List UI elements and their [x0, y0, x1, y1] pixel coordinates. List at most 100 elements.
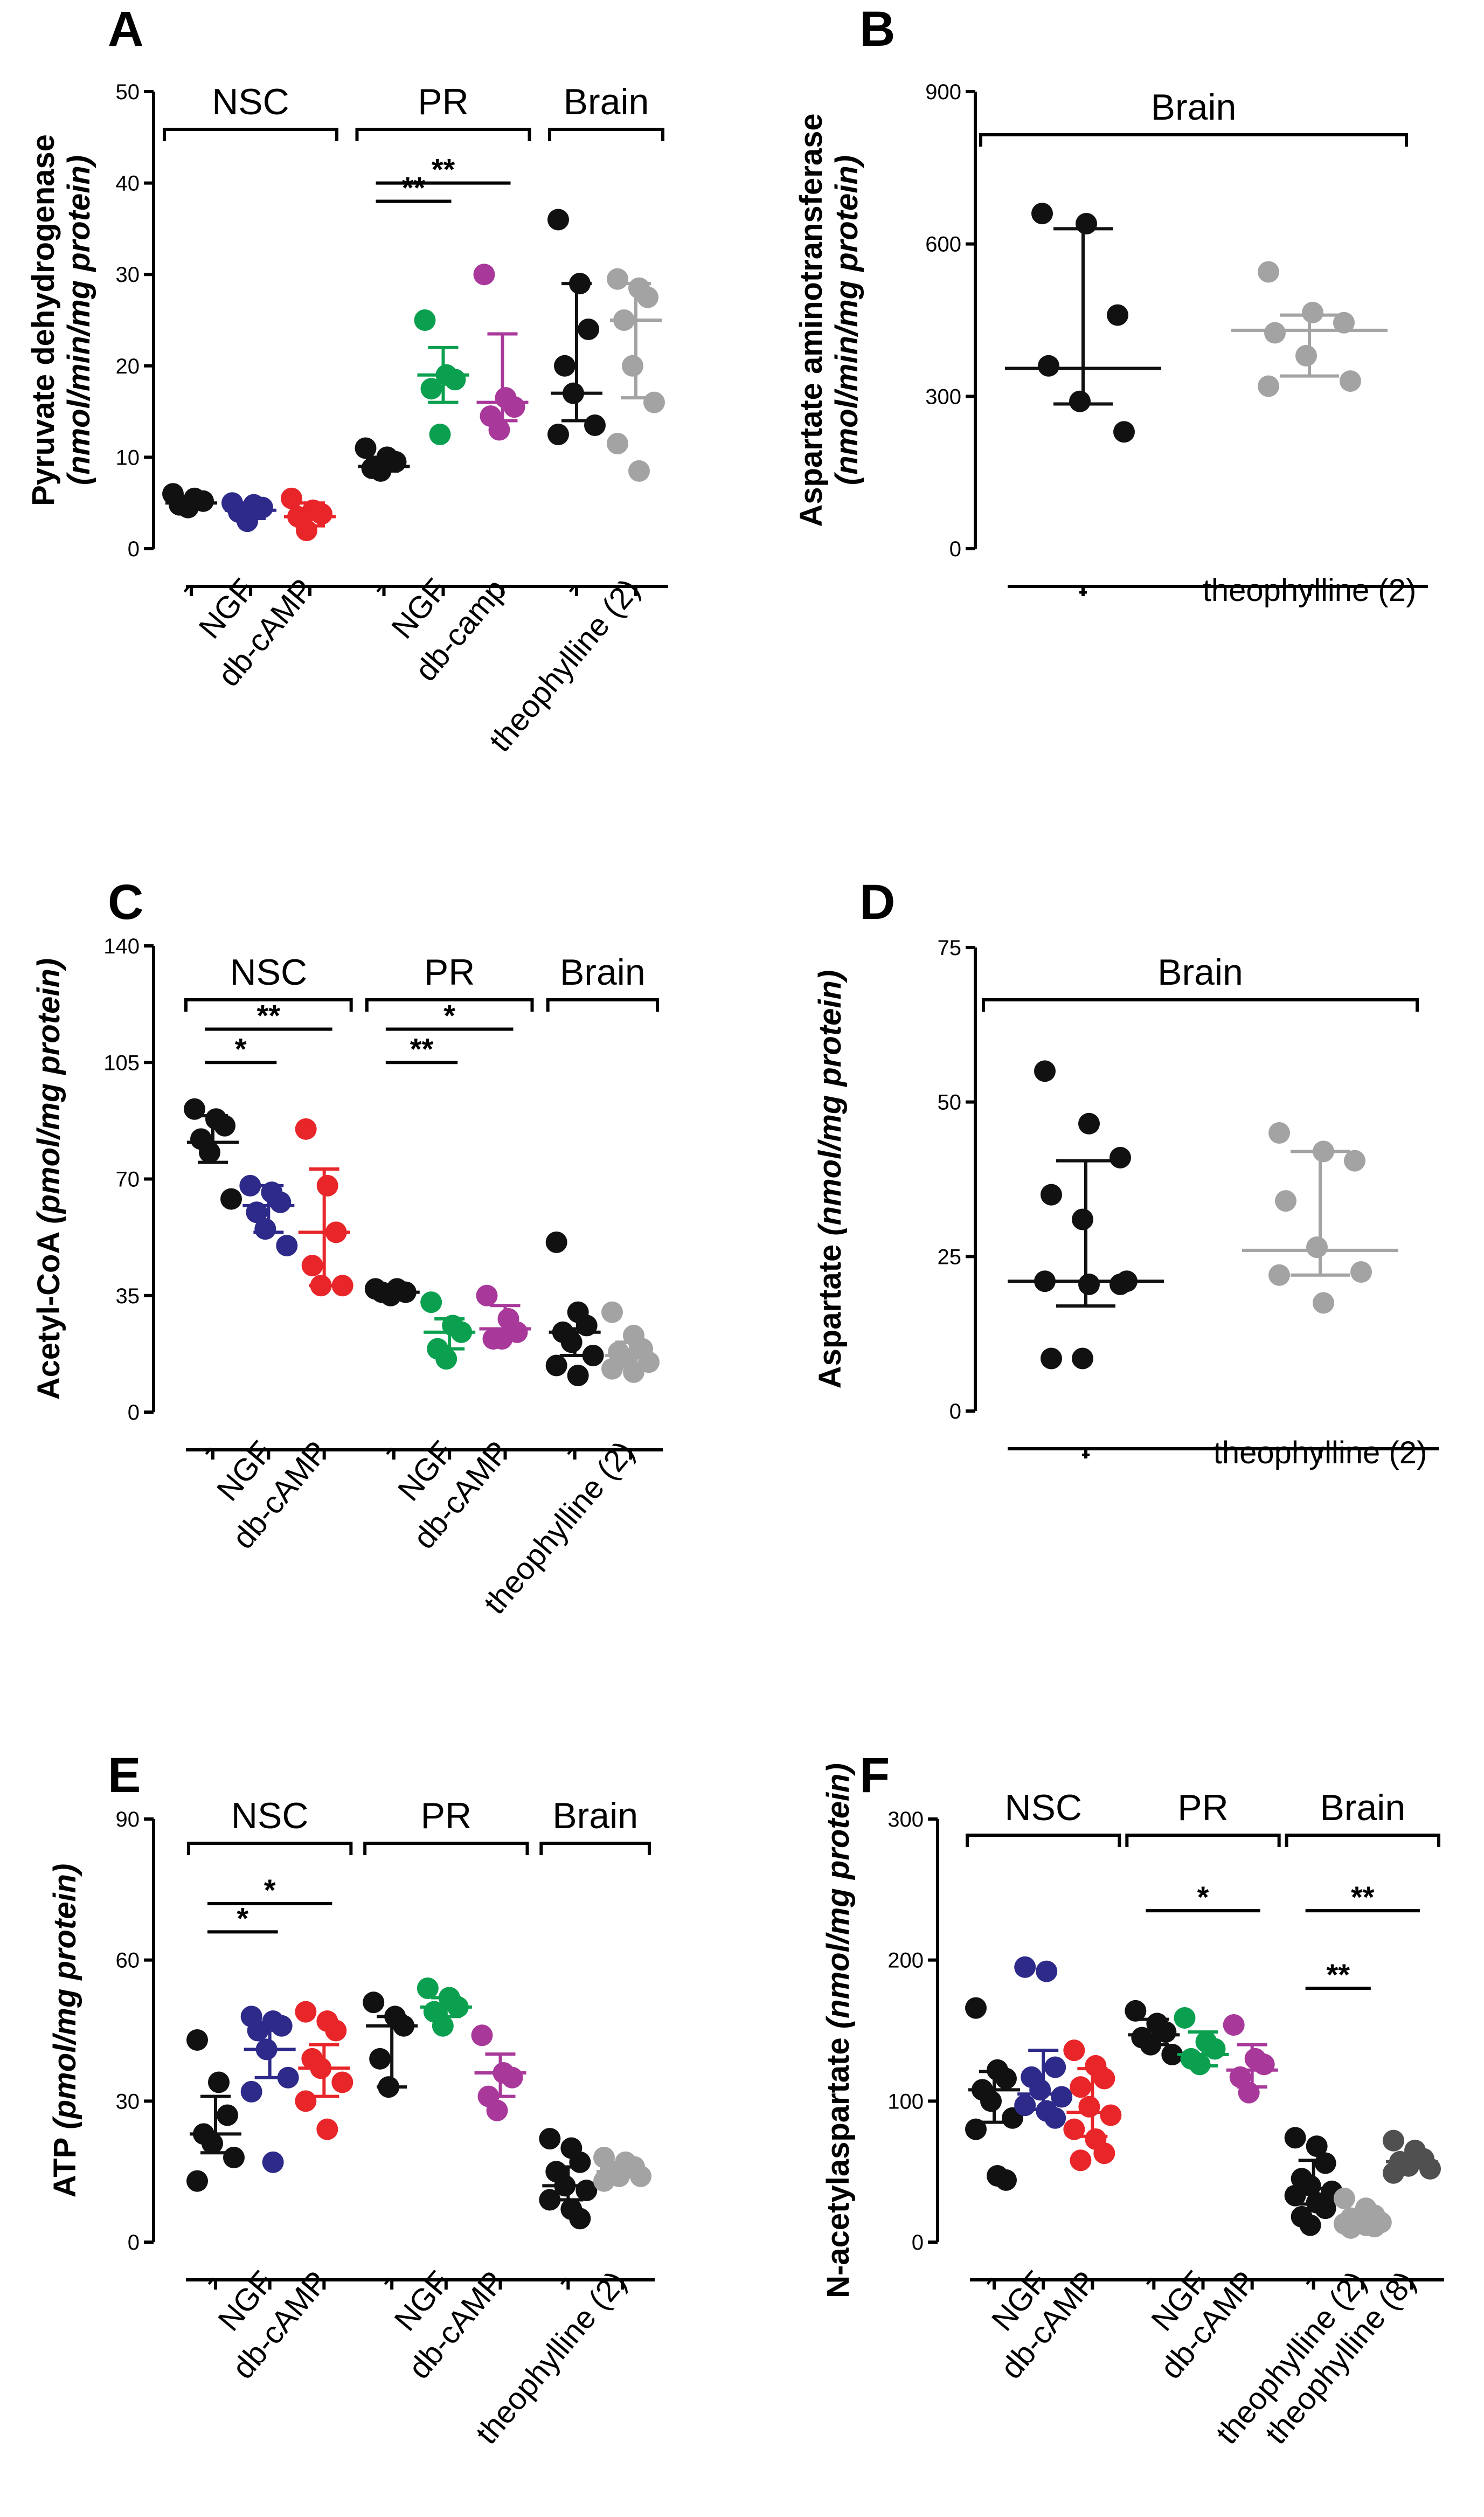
- y-tick-label: 50: [938, 1091, 962, 1115]
- data-point: [1161, 2043, 1183, 2065]
- series-4: [1174, 2007, 1229, 2076]
- group-label: Brain: [560, 952, 646, 993]
- data-point: [1140, 2034, 1162, 2056]
- y-axis-label-unit: (nmol/mg protein): [821, 1763, 856, 2029]
- series-3: [355, 437, 410, 482]
- series-1: [239, 1174, 298, 1257]
- data-point: [1063, 2039, 1085, 2062]
- data-point: [1072, 1347, 1093, 1370]
- data-point: [295, 2001, 317, 2023]
- data-point: [1333, 312, 1355, 334]
- data-point: [1109, 1146, 1131, 1168]
- series-4: [417, 1977, 472, 2037]
- data-point: [1189, 2053, 1211, 2076]
- data-point: [295, 1118, 317, 1140]
- data-point: [432, 2015, 454, 2037]
- data-point: [1383, 2162, 1404, 2184]
- data-point: [545, 1354, 567, 1377]
- data-point: [1036, 1960, 1058, 1982]
- data-point: [255, 2038, 278, 2060]
- data-point: [1031, 203, 1053, 225]
- y-axis-label-main: ATP: [47, 2129, 82, 2198]
- data-point: [613, 309, 635, 331]
- y-tick-label: 0: [128, 537, 140, 561]
- y-axis-label: ATP (pmol/mg protein): [47, 1864, 82, 2198]
- data-point: [637, 286, 658, 308]
- data-point: [995, 2067, 1017, 2090]
- series-7: [607, 268, 665, 482]
- data-point: [310, 1275, 332, 1297]
- data-point: [1014, 1956, 1036, 1978]
- data-point: [363, 1992, 385, 2014]
- y-tick-label: 600: [925, 233, 961, 257]
- data-point: [316, 2118, 338, 2140]
- data-point: [447, 1996, 469, 2018]
- data-point: [488, 419, 510, 441]
- data-point: [311, 503, 332, 525]
- y-tick-label: 105: [103, 1051, 140, 1075]
- series-7: [1333, 2187, 1392, 2239]
- data-point: [1253, 2053, 1275, 2076]
- y-tick-label: 300: [887, 1808, 924, 1831]
- panel-d: D 0 25 50 75 - theophylline (2) Aspartate (nmol…: [813, 875, 1439, 1470]
- data-point: [1093, 2067, 1115, 2090]
- group-bracket: [163, 128, 338, 141]
- data-point: [563, 382, 584, 404]
- series-0: [186, 2029, 245, 2192]
- data-point: [569, 273, 591, 295]
- group-label: PR: [424, 952, 475, 993]
- data-point: [369, 2048, 391, 2070]
- series-2: [295, 1118, 353, 1297]
- group-bracket: [365, 998, 534, 1012]
- data-point: [1076, 212, 1097, 234]
- series-0: [1005, 203, 1161, 443]
- data-point: [547, 424, 569, 445]
- y-tick-label: 0: [128, 2231, 140, 2255]
- data-point: [214, 1115, 235, 1137]
- data-point: [1419, 2158, 1441, 2180]
- data-point: [414, 309, 436, 331]
- series-1: [1231, 261, 1388, 397]
- group-bracket: [539, 1842, 651, 1855]
- data-point: [1044, 2056, 1066, 2078]
- data-point: [262, 2151, 284, 2173]
- data-point: [1306, 2135, 1328, 2158]
- y-axis-label-unit: (nmol/min/mg protein): [61, 155, 96, 485]
- group-label: NSC: [212, 81, 289, 122]
- data-point: [370, 460, 392, 482]
- series-4: [414, 309, 469, 445]
- series-7: [593, 2147, 651, 2192]
- group-label: NSC: [230, 952, 308, 993]
- data-point: [246, 1201, 268, 1223]
- panel-letter: F: [859, 1748, 890, 1803]
- data-point: [271, 2015, 293, 2037]
- data-point: [1113, 421, 1135, 443]
- y-tick-label: 140: [103, 935, 140, 958]
- data-point: [217, 2104, 238, 2126]
- significance-label: **: [432, 153, 455, 186]
- data-point: [486, 2099, 508, 2121]
- data-point: [220, 1188, 242, 1210]
- data-point: [503, 396, 525, 418]
- data-point: [420, 1291, 442, 1313]
- data-point: [1302, 301, 1323, 323]
- data-point: [1313, 1140, 1334, 1163]
- data-point: [1174, 2007, 1196, 2029]
- panel-letter: D: [859, 875, 895, 930]
- series-7: [601, 1301, 660, 1383]
- data-point: [575, 2180, 598, 2202]
- data-point: [378, 2076, 400, 2098]
- data-point: [1051, 2086, 1073, 2108]
- group-label: Brain: [1320, 1787, 1405, 1828]
- series-0: [184, 1098, 242, 1210]
- significance-label: *: [235, 1032, 247, 1066]
- data-point: [310, 2057, 332, 2079]
- data-point: [1223, 2014, 1245, 2036]
- group-bracket: [355, 128, 531, 141]
- data-point: [1284, 2184, 1306, 2207]
- data-point: [316, 1174, 338, 1197]
- group-bracket: [1285, 1834, 1440, 1847]
- data-point: [184, 1098, 205, 1120]
- data-point: [1238, 2082, 1260, 2104]
